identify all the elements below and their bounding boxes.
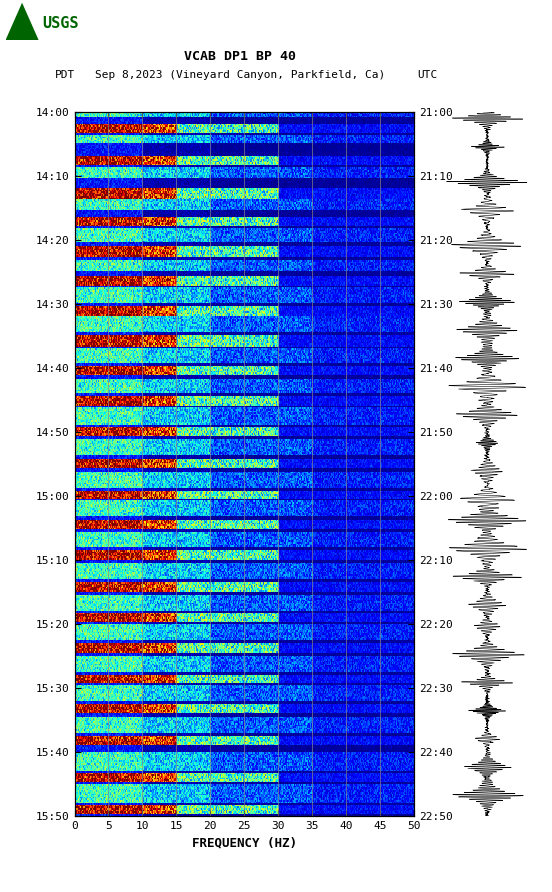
Polygon shape — [6, 3, 39, 40]
Text: UTC: UTC — [417, 70, 437, 80]
Text: Sep 8,2023 (Vineyard Canyon, Parkfield, Ca): Sep 8,2023 (Vineyard Canyon, Parkfield, … — [95, 70, 385, 80]
X-axis label: FREQUENCY (HZ): FREQUENCY (HZ) — [192, 837, 297, 849]
Text: USGS: USGS — [42, 16, 78, 31]
Text: VCAB DP1 BP 40: VCAB DP1 BP 40 — [184, 50, 296, 62]
Text: PDT: PDT — [55, 70, 76, 80]
